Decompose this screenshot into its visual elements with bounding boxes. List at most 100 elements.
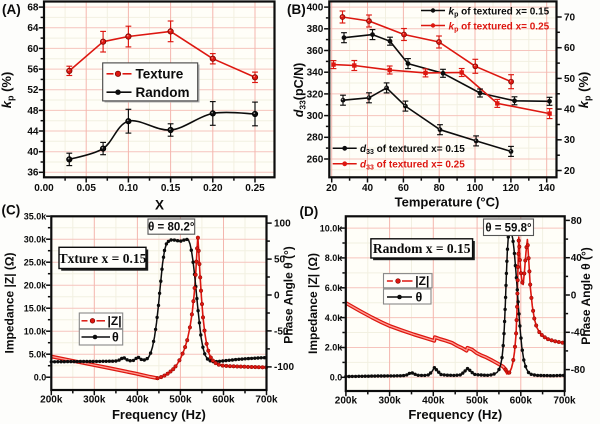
svg-text:48: 48 [27,106,39,117]
svg-text:320: 320 [307,89,324,100]
svg-text:0.00: 0.00 [34,183,54,194]
svg-text:64: 64 [27,23,39,34]
svg-text:-100: -100 [274,362,294,373]
svg-text:10.0k: 10.0k [24,326,48,336]
svg-text:400: 400 [307,3,324,14]
svg-text:140: 140 [538,183,555,194]
svg-text:300k: 300k [378,395,401,406]
svg-text:X: X [155,198,164,213]
svg-text:400k: 400k [126,394,149,405]
svg-text:Impedance |Z| (Ω): Impedance |Z| (Ω) [3,252,17,353]
svg-text:500k: 500k [169,394,192,405]
svg-text:20: 20 [326,183,338,194]
svg-text:6.0k: 6.0k [325,283,344,293]
svg-text:4.0k: 4.0k [325,313,344,323]
svg-text:68: 68 [27,3,39,14]
svg-text:kp (%): kp (%) [576,72,593,109]
svg-text:d33(pC/N): d33(pC/N) [292,63,308,118]
svg-text:36: 36 [27,168,39,179]
svg-text:380: 380 [307,24,324,35]
svg-text:60: 60 [564,43,576,54]
svg-text:340: 340 [307,68,324,79]
svg-text:0.0: 0.0 [330,373,343,383]
svg-text:40: 40 [27,147,39,158]
svg-text:0: 0 [571,290,577,301]
svg-text:8.0k: 8.0k [325,253,344,263]
svg-text:Phase Angle θ (°): Phase Angle θ (°) [579,247,593,345]
svg-text:d33 of textured x= 0.15: d33 of textured x= 0.15 [360,144,465,156]
svg-text:Random: Random [136,85,190,100]
svg-text:120: 120 [503,183,520,194]
svg-text:d33 of textured x= 0.25: d33 of textured x= 0.25 [360,160,465,172]
svg-text:(A): (A) [2,2,21,17]
svg-text:Impedance |Z| (Ω): Impedance |Z| (Ω) [306,253,320,354]
svg-text:0.10: 0.10 [119,183,139,194]
svg-text:-80: -80 [571,365,586,376]
svg-text:50: 50 [274,255,286,266]
svg-text:56: 56 [27,65,39,76]
svg-text:θ: θ [112,331,119,345]
svg-text:40: 40 [362,183,374,194]
svg-text:100: 100 [467,183,484,194]
svg-text:260: 260 [307,154,324,165]
svg-text:Frequency (Hz): Frequency (Hz) [408,407,502,422]
svg-text:600k: 600k [212,394,235,405]
svg-text:0.0: 0.0 [34,372,47,382]
svg-text:20.0k: 20.0k [24,280,48,290]
svg-text:|Z|: |Z| [108,314,122,328]
svg-text:15.0k: 15.0k [24,303,48,313]
svg-text:(D): (D) [300,204,319,219]
svg-text:35.0k: 35.0k [24,211,48,221]
svg-text:40: 40 [564,105,576,116]
svg-text:kp of textured x= 0.25: kp of textured x= 0.25 [449,21,550,33]
svg-text:kp of textured x= 0.15: kp of textured x= 0.15 [449,6,550,18]
svg-text:500k: 500k [466,395,489,406]
svg-text:0.25: 0.25 [245,183,265,194]
svg-text:60: 60 [398,183,410,194]
svg-text:(C): (C) [2,203,21,218]
svg-text:280: 280 [307,133,324,144]
svg-text:-40: -40 [571,328,586,339]
svg-text:200k: 200k [335,395,358,406]
svg-text:300: 300 [307,111,324,122]
svg-text:0.15: 0.15 [161,183,181,194]
svg-text:-50: -50 [274,326,289,337]
svg-text:5.0k: 5.0k [29,349,48,359]
svg-text:Frequency (Hz): Frequency (Hz) [112,407,206,422]
svg-text:200k: 200k [40,394,63,405]
svg-text:kp (%): kp (%) [0,72,16,109]
svg-text:0.05: 0.05 [76,183,96,194]
svg-text:44: 44 [27,126,39,137]
svg-text:60: 60 [27,44,39,55]
svg-text:|Z|: |Z| [415,274,429,288]
svg-text:Phase Angle θ (°): Phase Angle θ (°) [282,246,296,344]
svg-text:360: 360 [307,46,324,57]
svg-text:θ = 59.8°: θ = 59.8° [485,222,532,234]
svg-text:300k: 300k [83,394,106,405]
svg-text:50: 50 [564,74,576,85]
svg-text:100: 100 [274,219,291,230]
svg-text:52: 52 [27,85,39,96]
svg-text:25.0k: 25.0k [24,257,48,267]
svg-text:80: 80 [571,216,583,227]
svg-text:Temperature (°C): Temperature (°C) [395,195,500,210]
svg-text:θ = 80.2°: θ = 80.2° [148,222,195,234]
svg-text:700k: 700k [255,394,278,405]
svg-text:0.20: 0.20 [203,183,223,194]
svg-text:Random x = 0.15: Random x = 0.15 [373,241,471,256]
svg-text:(B): (B) [287,2,306,17]
svg-text:70: 70 [564,12,576,23]
svg-text:10.0k: 10.0k [320,223,344,233]
svg-text:600k: 600k [510,395,533,406]
svg-text:80: 80 [434,183,446,194]
svg-text:θ: θ [416,291,423,305]
svg-text:Txture x = 0.15: Txture x = 0.15 [59,251,147,266]
svg-text:40: 40 [571,253,583,264]
svg-text:30: 30 [564,135,576,146]
svg-text:2.0k: 2.0k [325,343,344,353]
svg-text:400k: 400k [422,395,445,406]
svg-text:0: 0 [274,290,280,301]
svg-text:30.0k: 30.0k [24,234,48,244]
svg-text:20: 20 [564,166,576,177]
svg-text:Texture: Texture [136,67,184,82]
